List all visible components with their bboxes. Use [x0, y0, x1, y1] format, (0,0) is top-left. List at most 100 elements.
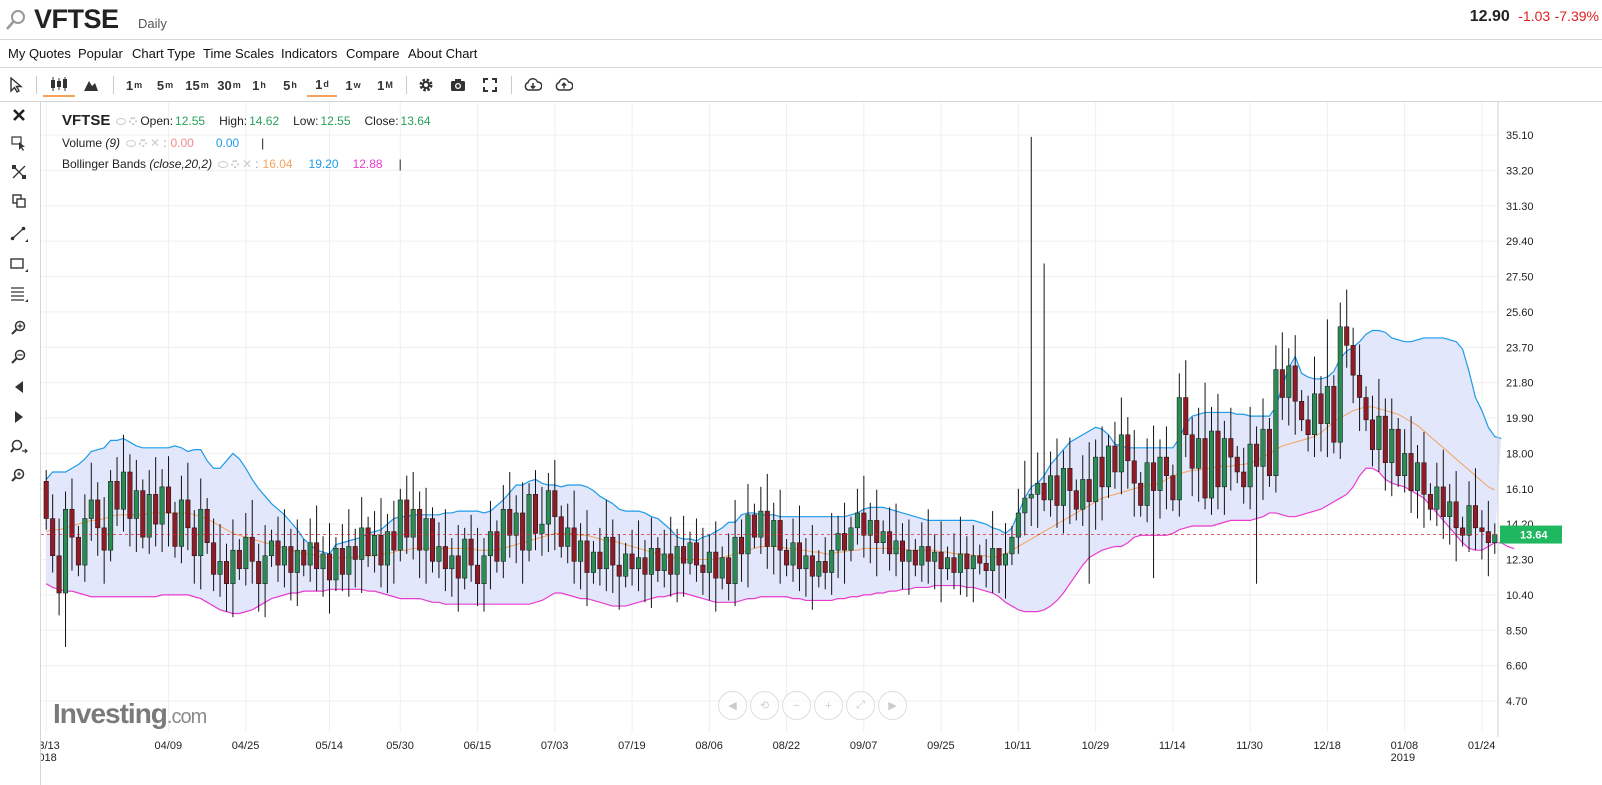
nav-zoom-out-icon[interactable]: − — [782, 691, 811, 720]
candle-down — [191, 527, 197, 557]
candle-down — [1067, 468, 1073, 491]
settings-icon[interactable] — [231, 160, 240, 168]
chart-area[interactable]: 35.10 33.20 31.30 29.40 27.50 25.60 23.70 21.80… — [41, 102, 1602, 785]
bollinger-param: (close,20,2) — [149, 157, 213, 171]
candle-down — [1427, 494, 1433, 510]
candle-down — [507, 508, 513, 536]
zoom-in-icon[interactable] — [8, 317, 30, 339]
candle-down — [204, 508, 210, 543]
scroll-left-icon[interactable] — [8, 376, 30, 398]
gear-icon[interactable] — [416, 73, 436, 97]
settings-icon[interactable] — [129, 117, 138, 125]
candles-icon[interactable] — [43, 73, 75, 97]
y-tick-label: 35.10 — [1506, 130, 1534, 142]
candle-up — [333, 548, 339, 581]
candle-up — [462, 538, 468, 579]
fullscreen-icon[interactable] — [480, 73, 500, 97]
candle-down — [391, 531, 397, 551]
camera-icon[interactable] — [448, 73, 468, 97]
x-tick-label: 07/03 — [541, 740, 569, 752]
remove-icon[interactable]: ✕ — [150, 136, 161, 150]
eye-icon[interactable] — [126, 140, 137, 147]
candle-up — [816, 561, 822, 577]
menu-indicators[interactable]: Indicators — [281, 46, 338, 61]
cloud-upload-icon[interactable] — [553, 73, 575, 97]
candle-down — [1131, 460, 1137, 484]
high-value: 14.62 — [249, 114, 280, 128]
candle-down — [764, 510, 770, 547]
candle-up — [880, 531, 886, 543]
bollinger-name: Bollinger Bands — [62, 157, 147, 171]
clone-icon[interactable] — [8, 190, 30, 212]
x-tick-label: 12/18 — [1313, 740, 1341, 752]
candle-down — [211, 542, 217, 575]
candle-up — [603, 536, 609, 570]
menu-chart-type[interactable]: Chart Type — [132, 46, 196, 61]
nav-left-icon[interactable]: ◀ — [718, 691, 747, 720]
nav-zoom-reset-icon[interactable]: ⟲ — [750, 691, 779, 720]
price-chart[interactable]: 35.10 33.20 31.30 29.40 27.50 25.60 23.70 21.80… — [41, 102, 1602, 785]
menu-time-scales[interactable]: Time Scales — [203, 46, 275, 61]
low-label: Low: — [293, 114, 319, 128]
cloud-download-icon[interactable] — [522, 73, 544, 97]
candle-up — [487, 531, 493, 557]
close-label: Close: — [364, 114, 399, 128]
fibonacci-icon[interactable] — [8, 283, 30, 305]
candle-up — [1048, 475, 1054, 501]
candle-up — [1492, 534, 1498, 543]
scroll-right-icon[interactable] — [8, 406, 30, 428]
magnet-icon[interactable] — [8, 161, 30, 183]
candle-up — [1286, 365, 1292, 398]
cursor-icon[interactable] — [6, 73, 26, 97]
eye-icon[interactable] — [218, 161, 229, 168]
menu-about-chart[interactable]: About Chart — [408, 46, 478, 61]
candle-down — [288, 546, 294, 573]
candle-down — [597, 551, 603, 570]
zoom-out-icon[interactable] — [8, 346, 30, 368]
candle-up — [565, 527, 571, 547]
candle-up — [1247, 443, 1253, 488]
tf-30m[interactable]: 30 m — [217, 77, 241, 93]
nav-zoom-in-icon[interactable]: + — [814, 691, 843, 720]
x-tick-label: 04/09 — [155, 740, 183, 752]
candle-up — [957, 553, 963, 573]
candle-up — [758, 510, 764, 538]
candle-up — [854, 512, 860, 529]
rectangle-icon[interactable] — [8, 253, 30, 275]
candle-up — [262, 555, 268, 584]
remove-icon[interactable]: ✕ — [242, 157, 253, 171]
zoom-fit-icon[interactable] — [8, 436, 30, 458]
candle-up — [1028, 494, 1034, 499]
menu-popular[interactable]: Popular — [78, 46, 123, 61]
area-icon[interactable] — [80, 73, 102, 97]
trendline-icon[interactable] — [8, 223, 30, 245]
x-tick-label: 06/15 — [464, 740, 492, 752]
reset-zoom-icon[interactable] — [8, 465, 30, 487]
menu-compare[interactable]: Compare — [346, 46, 400, 61]
candle-down — [1395, 428, 1401, 476]
search-icon[interactable] — [4, 8, 28, 32]
candle-down — [809, 555, 815, 577]
candle-down — [1215, 430, 1221, 488]
menu-my-quotes[interactable]: My Quotes — [8, 46, 71, 61]
nav-right-icon[interactable]: ▶ — [878, 691, 907, 720]
close-icon[interactable] — [8, 104, 30, 126]
candle-up — [539, 523, 545, 534]
candle-down — [494, 531, 500, 562]
nav-zoom-fit-icon[interactable]: ⤢ — [846, 691, 875, 720]
cursor-delete-icon[interactable] — [8, 132, 30, 154]
candle-down — [43, 481, 49, 519]
tf-15m[interactable]: 15 m — [185, 77, 209, 93]
bollinger-middle-value: 16.04 — [262, 157, 293, 171]
settings-icon[interactable] — [139, 139, 148, 147]
candle-up — [230, 549, 236, 584]
candle-up — [1260, 428, 1266, 467]
eye-icon[interactable] — [116, 118, 127, 125]
